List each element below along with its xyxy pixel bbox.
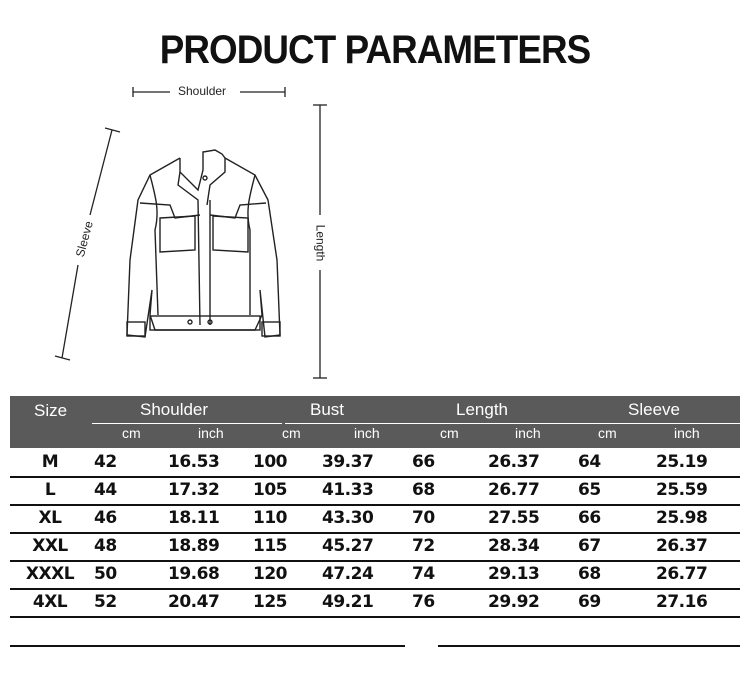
shoulder-label: Shoulder [178,84,227,98]
unit-cm: cm [122,425,141,441]
cell-length-cm: 66 [412,452,435,472]
table-row: L 44 17.32 105 41.33 68 26.77 65 25.59 [10,476,740,506]
cell-shoulder-inch: 18.11 [168,508,220,528]
divider [10,645,405,647]
cell-sleeve-cm: 68 [578,564,601,584]
cell-bust-cm: 125 [253,592,288,612]
cell-bust-inch: 47.24 [322,564,374,584]
cell-bust-inch: 45.27 [322,536,374,556]
page-title: PRODUCT PARAMETERS [159,28,591,72]
cell-size: XL [38,508,62,528]
cell-size: XXL [32,536,68,556]
cell-shoulder-inch: 19.68 [168,564,220,584]
cell-bust-inch: 49.21 [322,592,374,612]
cell-shoulder-cm: 48 [94,536,117,556]
divider [285,423,740,424]
unit-cm: cm [440,425,459,441]
cell-shoulder-cm: 42 [94,452,117,472]
cell-sleeve-inch: 26.37 [656,536,708,556]
cell-size: M [41,452,59,472]
cell-sleeve-inch: 25.59 [656,480,708,500]
cell-shoulder-cm: 50 [94,564,117,584]
cell-sleeve-inch: 27.16 [656,592,708,612]
header-shoulder: Shoulder [140,400,209,419]
header-length: Length [456,400,508,419]
cell-length-inch: 26.37 [488,452,540,472]
unit-cm: cm [598,425,617,441]
cell-sleeve-cm: 65 [578,480,601,500]
cell-length-inch: 29.92 [488,592,540,612]
cell-shoulder-inch: 17.32 [168,480,220,500]
jacket-diagram [54,87,327,379]
cell-sleeve-cm: 67 [578,536,601,556]
table-row: XXXL 50 19.68 120 47.24 74 29.13 68 26.77 [10,560,740,590]
divider [438,645,740,647]
unit-inch: inch [674,425,700,441]
unit-inch: inch [515,425,541,441]
table-row: M 42 16.53 100 39.37 66 26.37 64 25.19 [10,448,740,478]
cell-size: XXXL [25,564,75,584]
cell-bust-cm: 115 [253,536,288,556]
cell-bust-cm: 120 [253,564,288,584]
cell-bust-inch: 41.33 [322,480,374,500]
header-size: Size [34,401,68,420]
cell-length-cm: 74 [412,564,435,584]
cell-sleeve-inch: 25.19 [656,452,708,472]
cell-length-cm: 68 [412,480,435,500]
cell-shoulder-cm: 52 [94,592,117,612]
divider [92,423,282,424]
unit-cm: cm [282,425,301,441]
length-label: Length [313,224,328,262]
cell-size: 4XL [32,592,68,612]
table-header: Size Shoulder Bust Length Sleeve cm inch… [10,396,740,448]
cell-sleeve-inch: 26.77 [656,564,708,584]
cell-length-inch: 26.77 [488,480,540,500]
cell-shoulder-inch: 18.89 [168,536,220,556]
unit-inch: inch [198,425,224,441]
jacket-outline [126,149,281,338]
cell-length-inch: 29.13 [488,564,540,584]
cell-sleeve-inch: 25.98 [656,508,708,528]
header-sleeve: Sleeve [628,400,680,419]
measure-lines [54,87,327,379]
cell-length-cm: 72 [412,536,435,556]
cell-shoulder-cm: 44 [94,480,117,500]
cell-shoulder-inch: 20.47 [168,592,220,612]
cell-shoulder-inch: 16.53 [168,452,220,472]
unit-inch: inch [354,425,380,441]
cell-bust-cm: 100 [253,452,288,472]
cell-bust-cm: 105 [253,480,288,500]
cell-sleeve-cm: 66 [578,508,601,528]
cell-length-inch: 28.34 [488,536,540,556]
table-row: XXL 48 18.89 115 45.27 72 28.34 67 26.37 [10,532,740,562]
cell-sleeve-cm: 64 [578,452,601,472]
cell-bust-cm: 110 [253,508,288,528]
cell-length-inch: 27.55 [488,508,540,528]
cell-length-cm: 70 [412,508,435,528]
cell-shoulder-cm: 46 [94,508,117,528]
header-bust: Bust [310,400,345,419]
table-row: 4XL 52 20.47 125 49.21 76 29.92 69 27.16 [10,588,740,618]
cell-length-cm: 76 [412,592,435,612]
cell-sleeve-cm: 69 [578,592,601,612]
cell-bust-inch: 39.37 [322,452,374,472]
table-row: XL 46 18.11 110 43.30 70 27.55 66 25.98 [10,504,740,534]
cell-size: L [44,480,56,500]
cell-bust-inch: 43.30 [322,508,374,528]
